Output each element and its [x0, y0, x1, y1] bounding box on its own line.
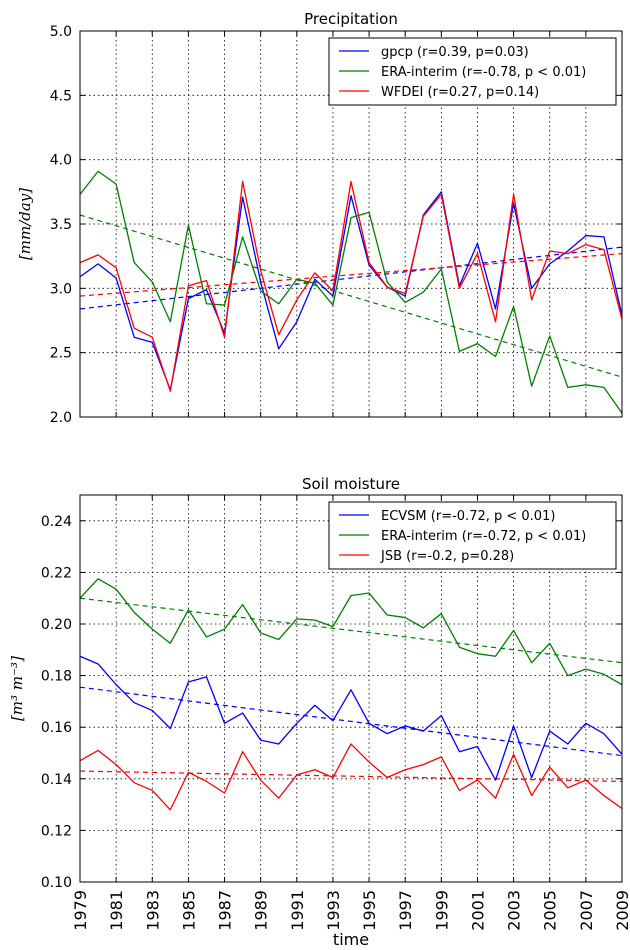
y-tick-label: 0.20: [41, 617, 72, 633]
legend-box: [328, 501, 617, 570]
x-tick-label: 2005: [541, 890, 560, 931]
y-tick-label: 0.18: [41, 669, 72, 685]
y-tick-label: 0.12: [41, 823, 72, 839]
precipitation-panel: 2.0 2.5 3.0 3.5 4.0 4.5 5.0 Precipitation [mm/da…: [16, 10, 623, 426]
legend-box: [328, 37, 617, 106]
x-tick-label: 2003: [505, 890, 524, 931]
x-tick-label: 2001: [468, 890, 487, 931]
x-tick-label: 1997: [396, 890, 415, 931]
y-tick-label: 0.14: [41, 772, 72, 788]
series-line-0: [79, 655, 623, 781]
x-tick-label: 1991: [288, 890, 307, 931]
legend-label-2: WFDEI (r=0.27, p=0.14): [381, 85, 539, 100]
x-axis-label: time: [333, 930, 369, 949]
x-tick-label: 1993: [324, 890, 343, 931]
trend-line-2: [79, 770, 623, 782]
axes-frame: [79, 30, 623, 418]
x-tick-label: 1999: [432, 890, 451, 931]
y-tick-label: 2.0: [50, 410, 72, 426]
legend-label-1: ERA-interim (r=-0.78, p < 0.01): [381, 65, 586, 80]
trend-line-1: [79, 597, 623, 664]
y-tick-label: 4.0: [50, 153, 72, 169]
y-tick-label: 0.10: [41, 875, 72, 891]
y-tick-label: 0.22: [41, 565, 72, 581]
soil-moisture-panel: 0.10 0.12 0.14 0.16 0.18 0.20 0.22 0.24 Soil moi…: [8, 475, 630, 949]
trend-line-1: [79, 214, 623, 378]
series-line-2: [79, 743, 623, 811]
x-tick-label: 1989: [252, 890, 271, 931]
series-line-1: [79, 578, 623, 686]
y-tick-label: 5.0: [50, 24, 72, 40]
y-tick-label: 3.5: [50, 217, 72, 233]
x-tick-label: 1979: [71, 890, 90, 931]
x-tick-label: 1995: [360, 890, 379, 931]
y-tick-label: 0.16: [41, 720, 72, 736]
legend-label-1: ERA-interim (r=-0.72, p < 0.01): [381, 529, 586, 544]
y-tick-label: 3.0: [50, 281, 72, 297]
y-tick-label: 4.5: [50, 88, 72, 104]
trend-line-0: [79, 246, 623, 310]
legend-label-0: gpcp (r=0.39, p=0.03): [381, 45, 529, 60]
series-line-1: [79, 170, 623, 414]
x-tick-label: 1981: [107, 890, 126, 931]
x-tick-label: 1987: [216, 890, 235, 931]
y-tick-label: 2.5: [50, 346, 72, 362]
x-tick-label: 1983: [143, 890, 162, 931]
legend-label-2: JSB (r=-0.2, p=0.28): [380, 549, 514, 564]
legend-label-0: ECVSM (r=-0.72, p < 0.01): [381, 509, 555, 524]
y-tick-label: 0.24: [41, 514, 72, 530]
x-tick-label: 1985: [179, 890, 198, 931]
trend-line-2: [79, 252, 623, 297]
chart-title: Precipitation: [304, 10, 398, 28]
y-axis-label: [mm/day]: [16, 188, 34, 260]
x-tick-label: 2009: [613, 890, 630, 931]
x-tick-label: 2007: [577, 890, 596, 931]
y-axis-label: [m³ m⁻³]: [8, 656, 26, 721]
axes-frame: [79, 494, 623, 883]
chart-title: Soil moisture: [302, 475, 400, 493]
trend-line-0: [79, 686, 623, 757]
series-line-2: [79, 180, 623, 392]
